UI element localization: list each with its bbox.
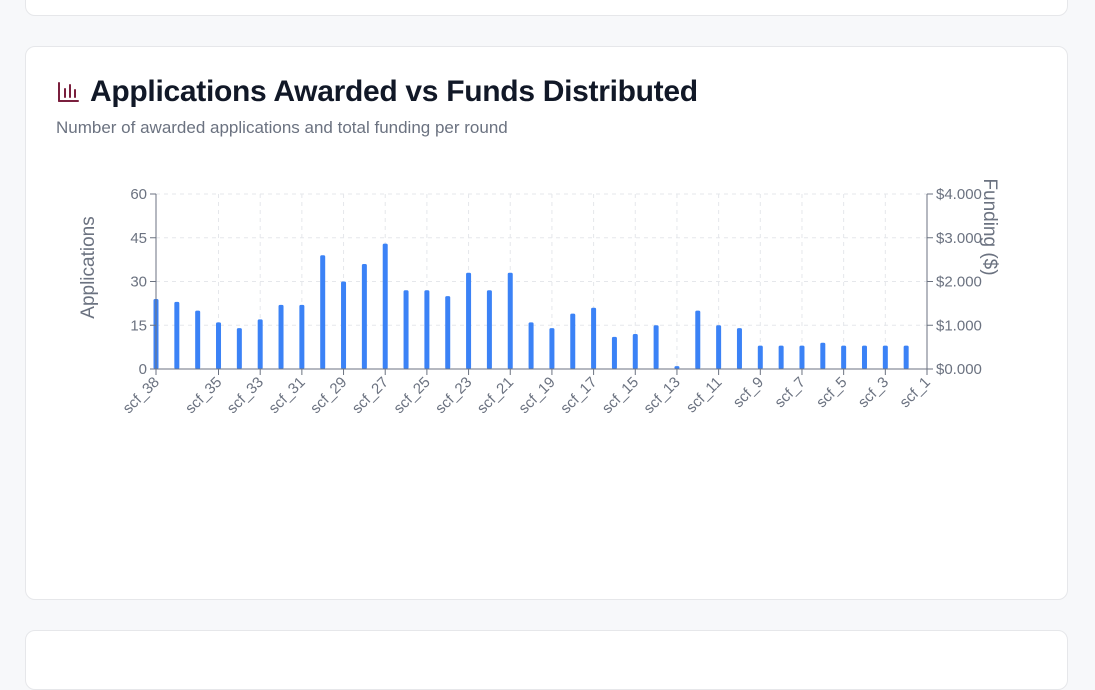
- bar-scf_37: [174, 301, 180, 369]
- bar-chart-icon: [58, 82, 79, 102]
- y-tick-label: 45: [130, 230, 147, 247]
- x-tick-label: scf_31: [265, 374, 308, 417]
- bar-chart: 0 15 30 45 60 $0.000 $1.000 $2.000 $3.000 $4.000 s…: [78, 178, 1000, 417]
- x-tick-label: scf_17: [557, 374, 600, 417]
- y2-tick-label: $2.000: [936, 274, 982, 291]
- x-tick-label: scf_35: [182, 374, 225, 417]
- x-tick-label: scf_19: [515, 374, 558, 417]
- bar-scf_25: [424, 290, 430, 369]
- bar-scf_26: [403, 290, 409, 369]
- chart-card: Applications Awarded vs Funds Distribute…: [25, 46, 1068, 600]
- bar-scf_36: [195, 310, 201, 369]
- bar-scf_7: [799, 345, 805, 369]
- bar-scf_22: [486, 290, 492, 369]
- bar-scf_16: [611, 336, 617, 369]
- bar-scf_12: [695, 310, 701, 369]
- x-tick-label: scf_9: [730, 374, 767, 411]
- bar-scf_35: [216, 322, 222, 369]
- bar-scf_8: [778, 345, 784, 369]
- next-card: [25, 630, 1068, 690]
- chart-subtitle: Number of awarded applications and total…: [56, 118, 508, 137]
- bar-scf_10: [736, 328, 742, 369]
- bar-scf_20: [528, 322, 534, 369]
- chart-title: Applications Awarded vs Funds Distribute…: [90, 75, 698, 108]
- bar-scf_11: [716, 325, 722, 369]
- y-tick-label: 15: [130, 317, 147, 334]
- bar-scf_34: [236, 328, 242, 369]
- y-tick-label: 0: [139, 361, 147, 378]
- x-tick-label: scf_38: [120, 374, 163, 417]
- previous-card: [25, 0, 1068, 16]
- bar-scf_5: [841, 345, 847, 369]
- bar-scf_18: [570, 313, 576, 369]
- bar-scf_31: [299, 304, 305, 369]
- bar-scf_29: [341, 281, 347, 369]
- y2-tick-label: $1.000: [936, 317, 982, 334]
- x-tick-label: scf_29: [307, 374, 350, 417]
- y2-tick-label: $3.000: [936, 230, 982, 247]
- x-tick-label: scf_1: [896, 374, 933, 411]
- x-tick-label: scf_23: [432, 374, 475, 417]
- bar-scf_4: [861, 345, 867, 369]
- bar-scf_3: [882, 345, 888, 369]
- bar-scf_17: [591, 307, 597, 369]
- bar-scf_32: [278, 304, 284, 369]
- y2-tick-label: $0.000: [936, 361, 982, 378]
- y-tick-label: 30: [130, 274, 147, 291]
- y2-tick-label: $4.000: [936, 186, 982, 203]
- x-tick-label: scf_13: [640, 374, 683, 417]
- y2-axis-title: Funding ($): [979, 178, 1000, 275]
- y-tick-label: 60: [130, 186, 147, 203]
- bar-scf_27: [382, 243, 388, 369]
- x-tick-label: scf_27: [349, 374, 392, 417]
- card-header: Applications Awarded vs Funds Distribute…: [56, 75, 698, 109]
- bar-scf_33: [257, 319, 263, 369]
- x-tick-label: scf_33: [224, 374, 267, 417]
- x-tick-label: scf_21: [474, 374, 517, 417]
- bar-scf_13: [674, 366, 680, 369]
- x-tick-label: scf_7: [771, 374, 808, 411]
- bar-scf_23: [466, 272, 472, 369]
- bar-scf_19: [549, 328, 555, 369]
- bar-scf_15: [632, 334, 638, 369]
- x-tick-label: scf_3: [855, 374, 892, 411]
- x-tick-label: scf_25: [390, 374, 433, 417]
- x-tick-label: scf_11: [683, 374, 725, 416]
- x-tick-label: scf_5: [813, 374, 850, 411]
- bar-scf_21: [507, 272, 513, 369]
- bar-scf_28: [361, 264, 367, 369]
- bar-scf_14: [653, 325, 659, 369]
- y-axis-title: Applications: [78, 216, 99, 318]
- bar-scf_6: [820, 342, 826, 369]
- bar-scf_30: [320, 255, 326, 369]
- bar-scf_24: [445, 296, 451, 369]
- bar-scf_9: [757, 345, 763, 369]
- bar-scf_2: [903, 345, 909, 369]
- x-tick-label: scf_15: [599, 374, 642, 417]
